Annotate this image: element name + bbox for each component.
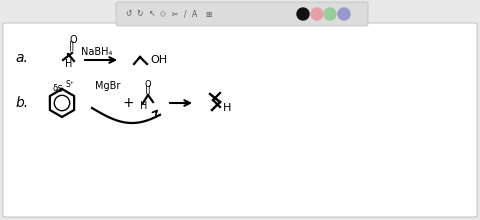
Text: ||: || — [69, 41, 75, 51]
Text: O: O — [144, 79, 151, 88]
Text: OH: OH — [150, 55, 167, 65]
Text: H: H — [223, 103, 231, 113]
Text: ✂: ✂ — [172, 9, 178, 18]
Text: ↖: ↖ — [149, 9, 155, 18]
Text: ↺: ↺ — [125, 9, 131, 18]
Text: /: / — [184, 9, 186, 18]
Text: H: H — [140, 101, 148, 111]
Text: ||: || — [145, 84, 151, 94]
Text: O: O — [69, 35, 77, 45]
Circle shape — [338, 8, 350, 20]
Text: δ⁻: δ⁻ — [52, 84, 62, 92]
Text: H: H — [65, 59, 72, 69]
FancyBboxPatch shape — [3, 23, 477, 217]
Circle shape — [297, 8, 309, 20]
Text: +: + — [122, 96, 134, 110]
Text: ⊞: ⊞ — [205, 9, 211, 18]
FancyBboxPatch shape — [116, 2, 368, 26]
Text: NaBH₄: NaBH₄ — [81, 47, 113, 57]
Text: MgBr: MgBr — [95, 81, 120, 91]
Text: ↻: ↻ — [137, 9, 143, 18]
Text: b.: b. — [15, 96, 28, 110]
Text: S⁺: S⁺ — [66, 79, 74, 88]
Text: A: A — [192, 9, 198, 18]
Text: a.: a. — [15, 51, 28, 65]
Text: ◇: ◇ — [160, 9, 166, 18]
Circle shape — [311, 8, 323, 20]
Circle shape — [324, 8, 336, 20]
Text: -S: -S — [56, 84, 63, 94]
